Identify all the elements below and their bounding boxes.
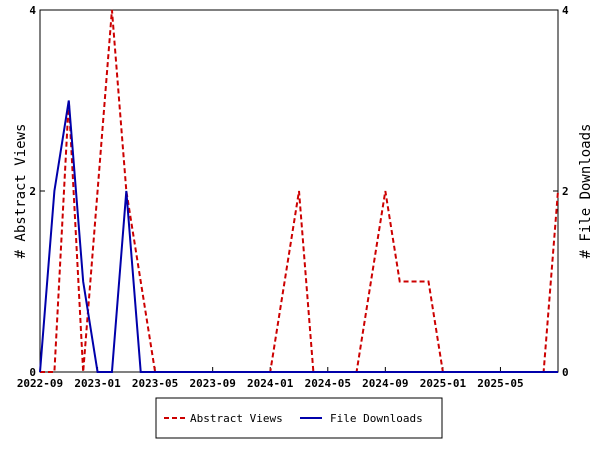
y-tick-label: 0: [29, 366, 36, 379]
legend-label-file-downloads: File Downloads: [330, 412, 423, 425]
legend-label-abstract-views: Abstract Views: [190, 412, 283, 425]
x-tick-label: 2023-09: [189, 377, 235, 390]
x-tick-label: 2023-01: [74, 377, 121, 390]
y-tick-label: 2: [29, 185, 36, 198]
y-tick-label: 4: [29, 4, 36, 17]
x-tick-label: 2025-01: [420, 377, 467, 390]
y2-tick-label: 2: [562, 185, 569, 198]
series-line-file-downloads: [39, 100, 558, 373]
legend: Abstract Views File Downloads: [155, 397, 443, 439]
y2-tick-label: 0: [562, 366, 569, 379]
x-axis-ticks: 2022-09 2023-01 2023-05 2023-09 2024-01 2024-…: [17, 367, 524, 390]
y2-axis-title: # File Downloads: [578, 124, 594, 259]
x-tick-label: 2024-05: [305, 377, 351, 390]
x-tick-label: 2024-01: [247, 377, 294, 390]
x-tick-label: 2023-05: [132, 377, 178, 390]
x-tick-label: 2022-09: [17, 377, 63, 390]
legend-box: [155, 397, 443, 439]
y2-tick-label: 4: [562, 4, 569, 17]
y-axis-title: # Abstract Views: [13, 124, 29, 259]
series-lines: [39, 9, 559, 373]
x-tick-label: 2024-09: [362, 377, 408, 390]
x-tick-label: 2025-05: [477, 377, 523, 390]
